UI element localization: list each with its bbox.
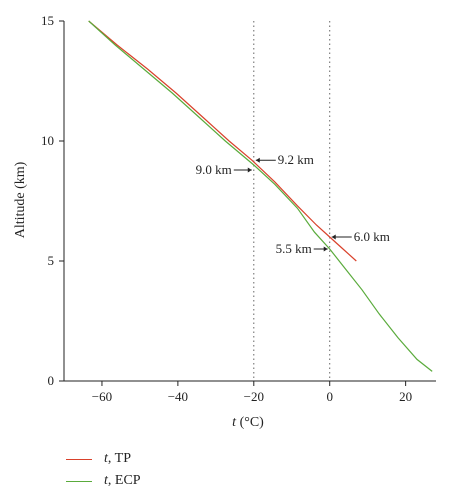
legend-swatch-tp [66,458,92,460]
x-tick-label: 0 [326,389,333,404]
legend-label-tp: t, TP [104,451,131,466]
annotation-arrowhead [255,157,260,163]
annotation-label: 9.0 km [196,162,232,177]
annotation-label: 9.2 km [278,152,314,167]
x-tick-label: 20 [399,389,412,404]
series-line-tp [88,20,357,262]
x-tick-label: −20 [244,389,264,404]
legend-item-ecp: t, ECP [66,470,141,492]
y-tick-label: 15 [41,13,54,28]
legend: t, TP t, ECP [66,448,141,492]
legend-label-ecp: t, ECP [104,473,141,488]
x-axis-label: t (°C) [232,415,264,430]
y-axis-label: Altitude (km) [13,161,28,238]
y-tick-label: 10 [41,133,54,148]
series-line-ecp [88,20,433,372]
annotation-label: 6.0 km [354,229,390,244]
y-tick-label: 0 [48,373,55,388]
legend-swatch-ecp [66,480,92,482]
altitude-temperature-chart: 9.2 km 9.0 km 6.0 km 5.5 km −60 −40 −20 0 20 0 5 1… [13,13,436,430]
x-tick-label: −40 [168,389,188,404]
annotation-arrowhead [323,246,328,252]
annotation-arrowhead [247,167,252,173]
annotation-label: 5.5 km [276,241,312,256]
annotation-arrowhead [331,234,336,240]
y-tick-label: 5 [48,253,55,268]
x-tick-label: −60 [92,389,112,404]
legend-item-tp: t, TP [66,448,141,470]
